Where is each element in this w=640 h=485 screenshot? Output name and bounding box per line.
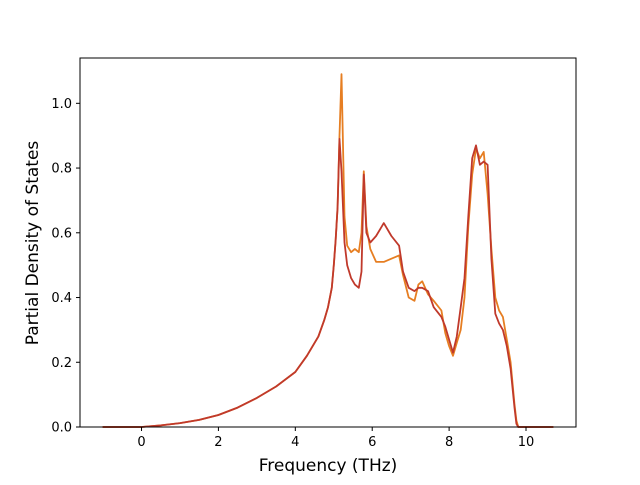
y-axis-ticks: 0.0 0.2 0.4 0.6 0.8 1.0: [51, 97, 80, 436]
y-axis-label: Partial Density of States: [23, 141, 43, 346]
x-tick-label: 2: [214, 435, 222, 450]
y-tick-label: 0.4: [51, 291, 72, 306]
x-axis-ticks: 0 2 4 6 8 10: [137, 427, 534, 450]
x-tick-label: 10: [518, 435, 535, 450]
y-tick-label: 0.0: [51, 421, 72, 436]
y-tick-label: 1.0: [51, 97, 72, 112]
x-tick-label: 8: [445, 435, 453, 450]
x-tick-label: 0: [137, 435, 145, 450]
plot-frame: [79, 57, 577, 428]
y-tick-label: 0.6: [51, 226, 72, 241]
x-axis-label: Frequency (THz): [259, 456, 398, 476]
series-line-2: [102, 138, 554, 428]
x-tick-label: 4: [291, 435, 299, 450]
series-layer: [102, 73, 554, 428]
y-tick-label: 0.2: [51, 356, 72, 371]
y-tick-label: 0.8: [51, 162, 72, 177]
x-tick-label: 6: [368, 435, 376, 450]
